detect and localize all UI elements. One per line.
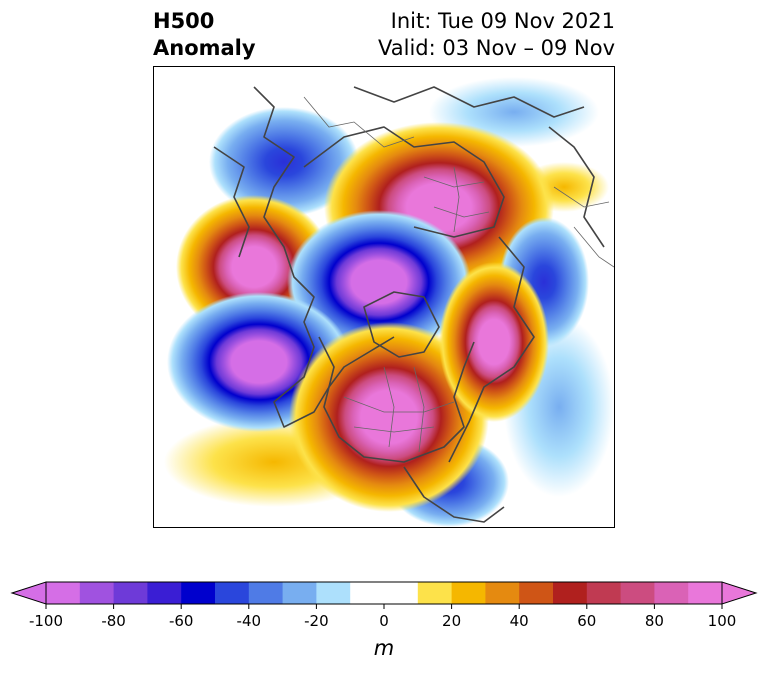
colorbar-swatch xyxy=(350,582,385,604)
title-variable: H500 xyxy=(153,9,215,33)
colorbar-swatch xyxy=(79,582,115,604)
map-title: H500 Anomaly xyxy=(153,8,256,62)
colorbar-swatch xyxy=(417,582,453,604)
title-anomaly: Anomaly xyxy=(153,36,256,60)
colorbar-swatch xyxy=(282,582,317,604)
colorbar-tick-label: -60 xyxy=(169,612,194,630)
colorbar-swatch xyxy=(147,582,182,604)
valid-range: Valid: 03 Nov – 09 Nov xyxy=(378,36,615,60)
colorbar-swatch xyxy=(451,582,486,604)
colorbar-swatch xyxy=(46,582,81,604)
coastlines xyxy=(213,86,605,523)
colorbar-extend-max xyxy=(721,581,758,605)
colorbar-swatch xyxy=(215,582,250,604)
anomaly-positive-east xyxy=(439,262,549,422)
init-date: Init: Tue 09 Nov 2021 xyxy=(390,9,615,33)
colorbar-swatch xyxy=(181,582,216,604)
colorbar-swatch xyxy=(688,582,723,604)
colorbar-tick-label: 60 xyxy=(577,612,596,630)
colorbar-tick-label: 100 xyxy=(708,612,737,630)
colorbar-tick-label: 0 xyxy=(379,612,389,630)
anomaly-positive-north-america xyxy=(289,322,489,512)
colorbar-tick-label: 20 xyxy=(442,612,461,630)
colorbar-tick-label: -20 xyxy=(304,612,329,630)
colorbar-swatch xyxy=(654,582,689,604)
colorbar-swatch xyxy=(553,582,588,604)
colorbar-swatch xyxy=(384,582,419,604)
colorbar-swatch xyxy=(248,582,284,604)
anomaly-negative-arctic xyxy=(287,210,471,354)
colorbar-tick-label: -100 xyxy=(29,612,63,630)
colorbar-tick-label: 40 xyxy=(510,612,529,630)
colorbar-swatch xyxy=(113,582,148,604)
colorbar-tick-label: -80 xyxy=(101,612,126,630)
map-canvas xyxy=(164,77,614,527)
anomaly-map xyxy=(153,66,615,528)
colorbar-extend-min xyxy=(10,581,47,605)
colorbar-swatch xyxy=(586,582,622,604)
colorbar-swatch xyxy=(485,582,520,604)
colorbar-swatch xyxy=(316,582,351,604)
colorbar-unit-label: m xyxy=(373,636,395,660)
colorbar-swatch xyxy=(519,582,554,604)
colorbar-tick-label: 80 xyxy=(645,612,664,630)
date-info: Init: Tue 09 Nov 2021 Valid: 03 Nov – 09… xyxy=(378,8,615,62)
country-borders xyxy=(303,96,614,453)
colorbar: -100 -80 -60 -40 -20 0 20 40 60 80 100 xyxy=(10,581,758,630)
colorbar-tick-label: -40 xyxy=(237,612,262,630)
colorbar-swatch xyxy=(620,582,655,604)
anomaly-negative-north-asia xyxy=(209,107,359,217)
